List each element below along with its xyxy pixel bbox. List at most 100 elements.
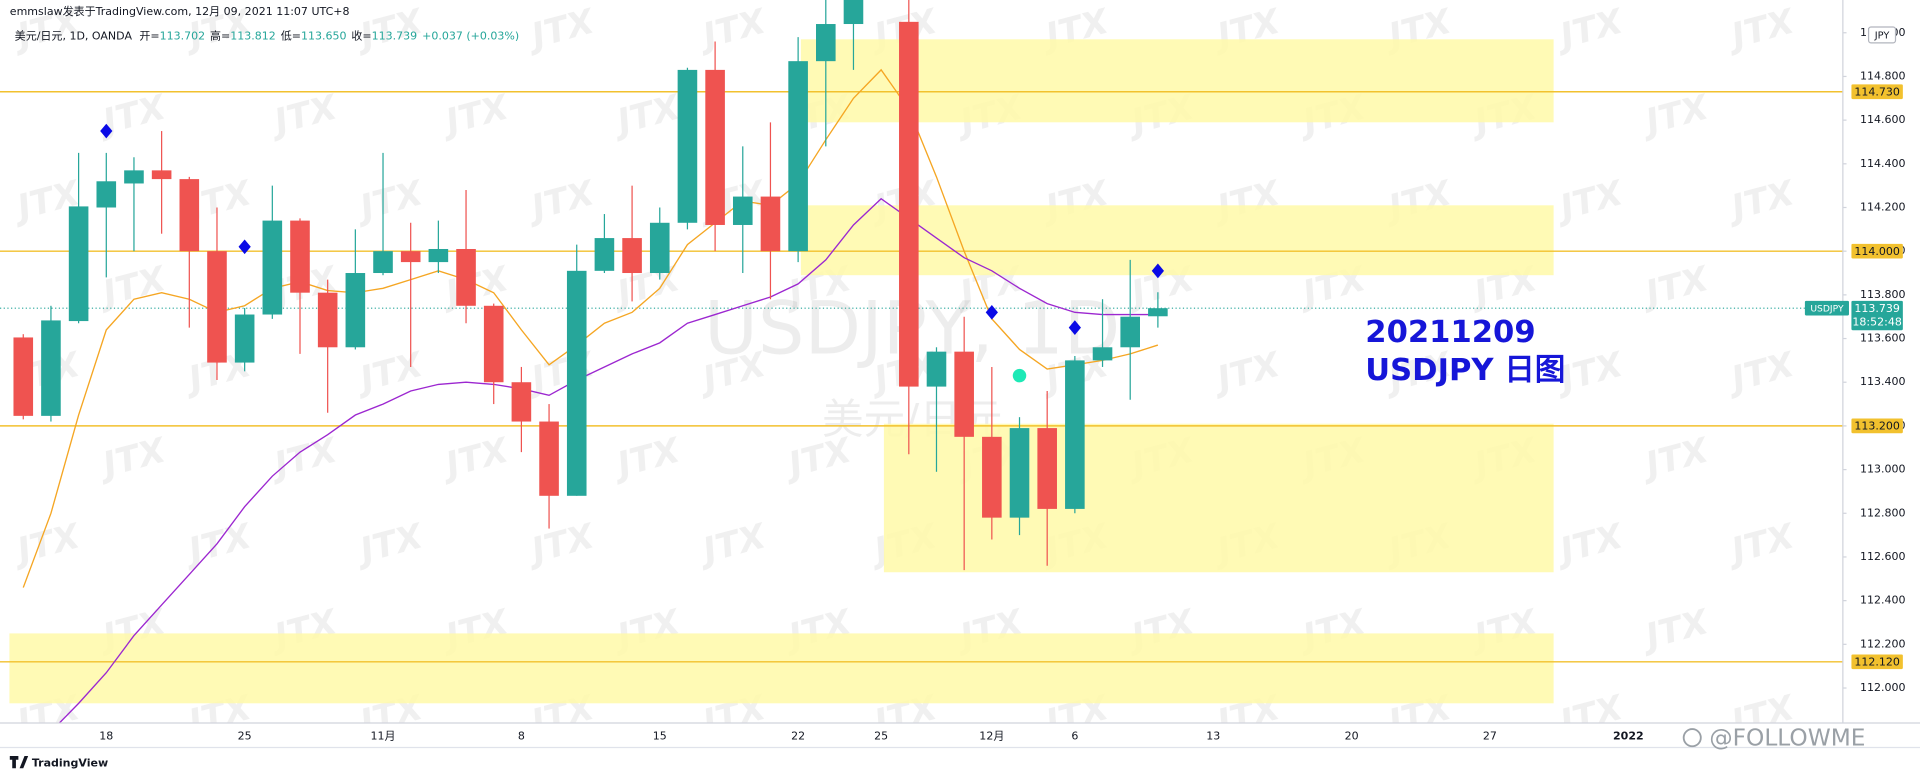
candle-body [96, 181, 117, 208]
candle-body [317, 292, 338, 348]
footer-brand: TradingView [9, 756, 108, 769]
candle-body [622, 238, 642, 274]
candle-body [179, 179, 200, 252]
candle-body [1092, 347, 1113, 361]
candle-body [1037, 428, 1057, 509]
symbol-line: 美元/日元, 1D, OANDA 开=113.702 高=113.812 低=113.… [15, 29, 519, 43]
candle-body [1065, 360, 1085, 509]
price-tick-label: 113.600 [1860, 332, 1906, 345]
candle-body [1120, 316, 1140, 348]
annotation-title: USDJPY 日图 [1365, 353, 1565, 388]
candle-body [677, 69, 698, 223]
candle-body [954, 351, 974, 437]
candle-body [982, 436, 1002, 518]
ohlc-value: 113.650 [301, 30, 347, 43]
ohlc-value: 113.739 [372, 30, 418, 43]
signal-diamond [985, 304, 998, 320]
candle-body [843, 0, 864, 25]
candle-body [705, 69, 725, 225]
level-label-bg [1851, 243, 1903, 259]
ohlc-label: 收= [351, 29, 371, 43]
candle-body [428, 248, 449, 263]
time-tick-label: 27 [1483, 729, 1497, 742]
price-tick-label: 113.400 [1860, 375, 1906, 388]
symbol-tag-bg [1804, 300, 1849, 316]
last-price-label: 113.739 [1854, 302, 1900, 315]
candle-body [511, 382, 532, 422]
support-resistance-zone [9, 633, 1554, 704]
price-tick-label: 112.000 [1860, 681, 1906, 694]
level-label-bg [1851, 654, 1903, 670]
candle-body [899, 21, 919, 387]
moving-average-line [58, 197, 1158, 723]
time-tick-label: 6 [1071, 729, 1078, 742]
candle-body [539, 421, 559, 496]
ohlc-value: 113.702 [160, 30, 206, 43]
candle-body [483, 305, 504, 383]
price-tick-label: 112.600 [1860, 550, 1906, 563]
ohlc-label: 低= [281, 30, 301, 43]
signal-diamond [1068, 320, 1081, 335]
level-label-bg [1851, 418, 1903, 434]
price-tick-label: 112.400 [1860, 594, 1906, 607]
time-tick-label: 12月 [979, 729, 1004, 742]
candle-body [1148, 308, 1168, 317]
time-tick-label: 13 [1206, 729, 1220, 742]
level-label: 112.120 [1854, 655, 1900, 668]
price-tick-label: 114.600 [1860, 113, 1906, 126]
symbol-tag: USDJPY [1810, 303, 1844, 314]
price-tick-label: 114.200 [1860, 200, 1906, 213]
candle-body [41, 320, 61, 416]
candle-body [788, 61, 808, 252]
brand-logo [9, 756, 29, 769]
time-tick-label: 11月 [371, 729, 396, 742]
candle-body [732, 196, 753, 225]
time-tick-label: 8 [518, 729, 525, 742]
candle-body [816, 24, 836, 62]
price-tick-label: 114.800 [1860, 69, 1906, 82]
signal-dot [1012, 368, 1027, 383]
candle-body [124, 170, 144, 184]
candle-body [151, 170, 172, 180]
annotation-date: 20211209 [1365, 315, 1535, 350]
level-label: 114.730 [1854, 85, 1900, 98]
level-label: 113.200 [1854, 420, 1900, 433]
price-tick-label: 112.800 [1860, 506, 1906, 519]
brand-name: TradingView [32, 756, 108, 769]
price-tick-label: 114.400 [1860, 157, 1906, 170]
level-label: 114.000 [1854, 245, 1900, 258]
candle-body [345, 273, 366, 348]
author-line: emmslaw发表于TradingView.com, 12月 09, 2021 … [10, 4, 350, 18]
price-tick-label: 113.800 [1860, 288, 1906, 301]
candle-body [594, 238, 615, 271]
time-tick-label: 25 [874, 729, 888, 742]
signal-diamond [100, 123, 113, 139]
ohlc-label: 开= [139, 30, 159, 43]
countdown-label: 18:52:48 [1852, 315, 1901, 328]
time-tick-label: 25 [238, 729, 252, 742]
candle-body [649, 222, 670, 274]
time-tick-label: 20 [1345, 729, 1359, 742]
support-resistance-zone [800, 205, 1554, 276]
time-tick-label: 22 [791, 729, 805, 742]
currency-label: JPY [1874, 31, 1890, 42]
support-resistance-zone [800, 39, 1554, 123]
level-label-bg [1851, 84, 1903, 100]
change-value: +0.037 (+0.03%) [422, 30, 519, 43]
candle-body [373, 251, 393, 274]
candle-body [290, 220, 310, 293]
followme-icon [1682, 728, 1702, 748]
candle-body [456, 248, 476, 306]
symbol-name: 美元/日元, 1D, OANDA [15, 30, 133, 43]
time-tick-label: 18 [99, 729, 113, 742]
candle-body [566, 270, 587, 496]
price-tick-label: 113.000 [1860, 463, 1906, 476]
last-price-bg [1851, 300, 1903, 331]
ohlc-label: 高= [210, 29, 230, 43]
candle-body [207, 251, 227, 363]
currency-badge [1867, 26, 1897, 44]
ohlc-value: 113.812 [230, 30, 276, 43]
candle-body [926, 351, 947, 387]
price-tick-label: 112.200 [1860, 637, 1906, 650]
